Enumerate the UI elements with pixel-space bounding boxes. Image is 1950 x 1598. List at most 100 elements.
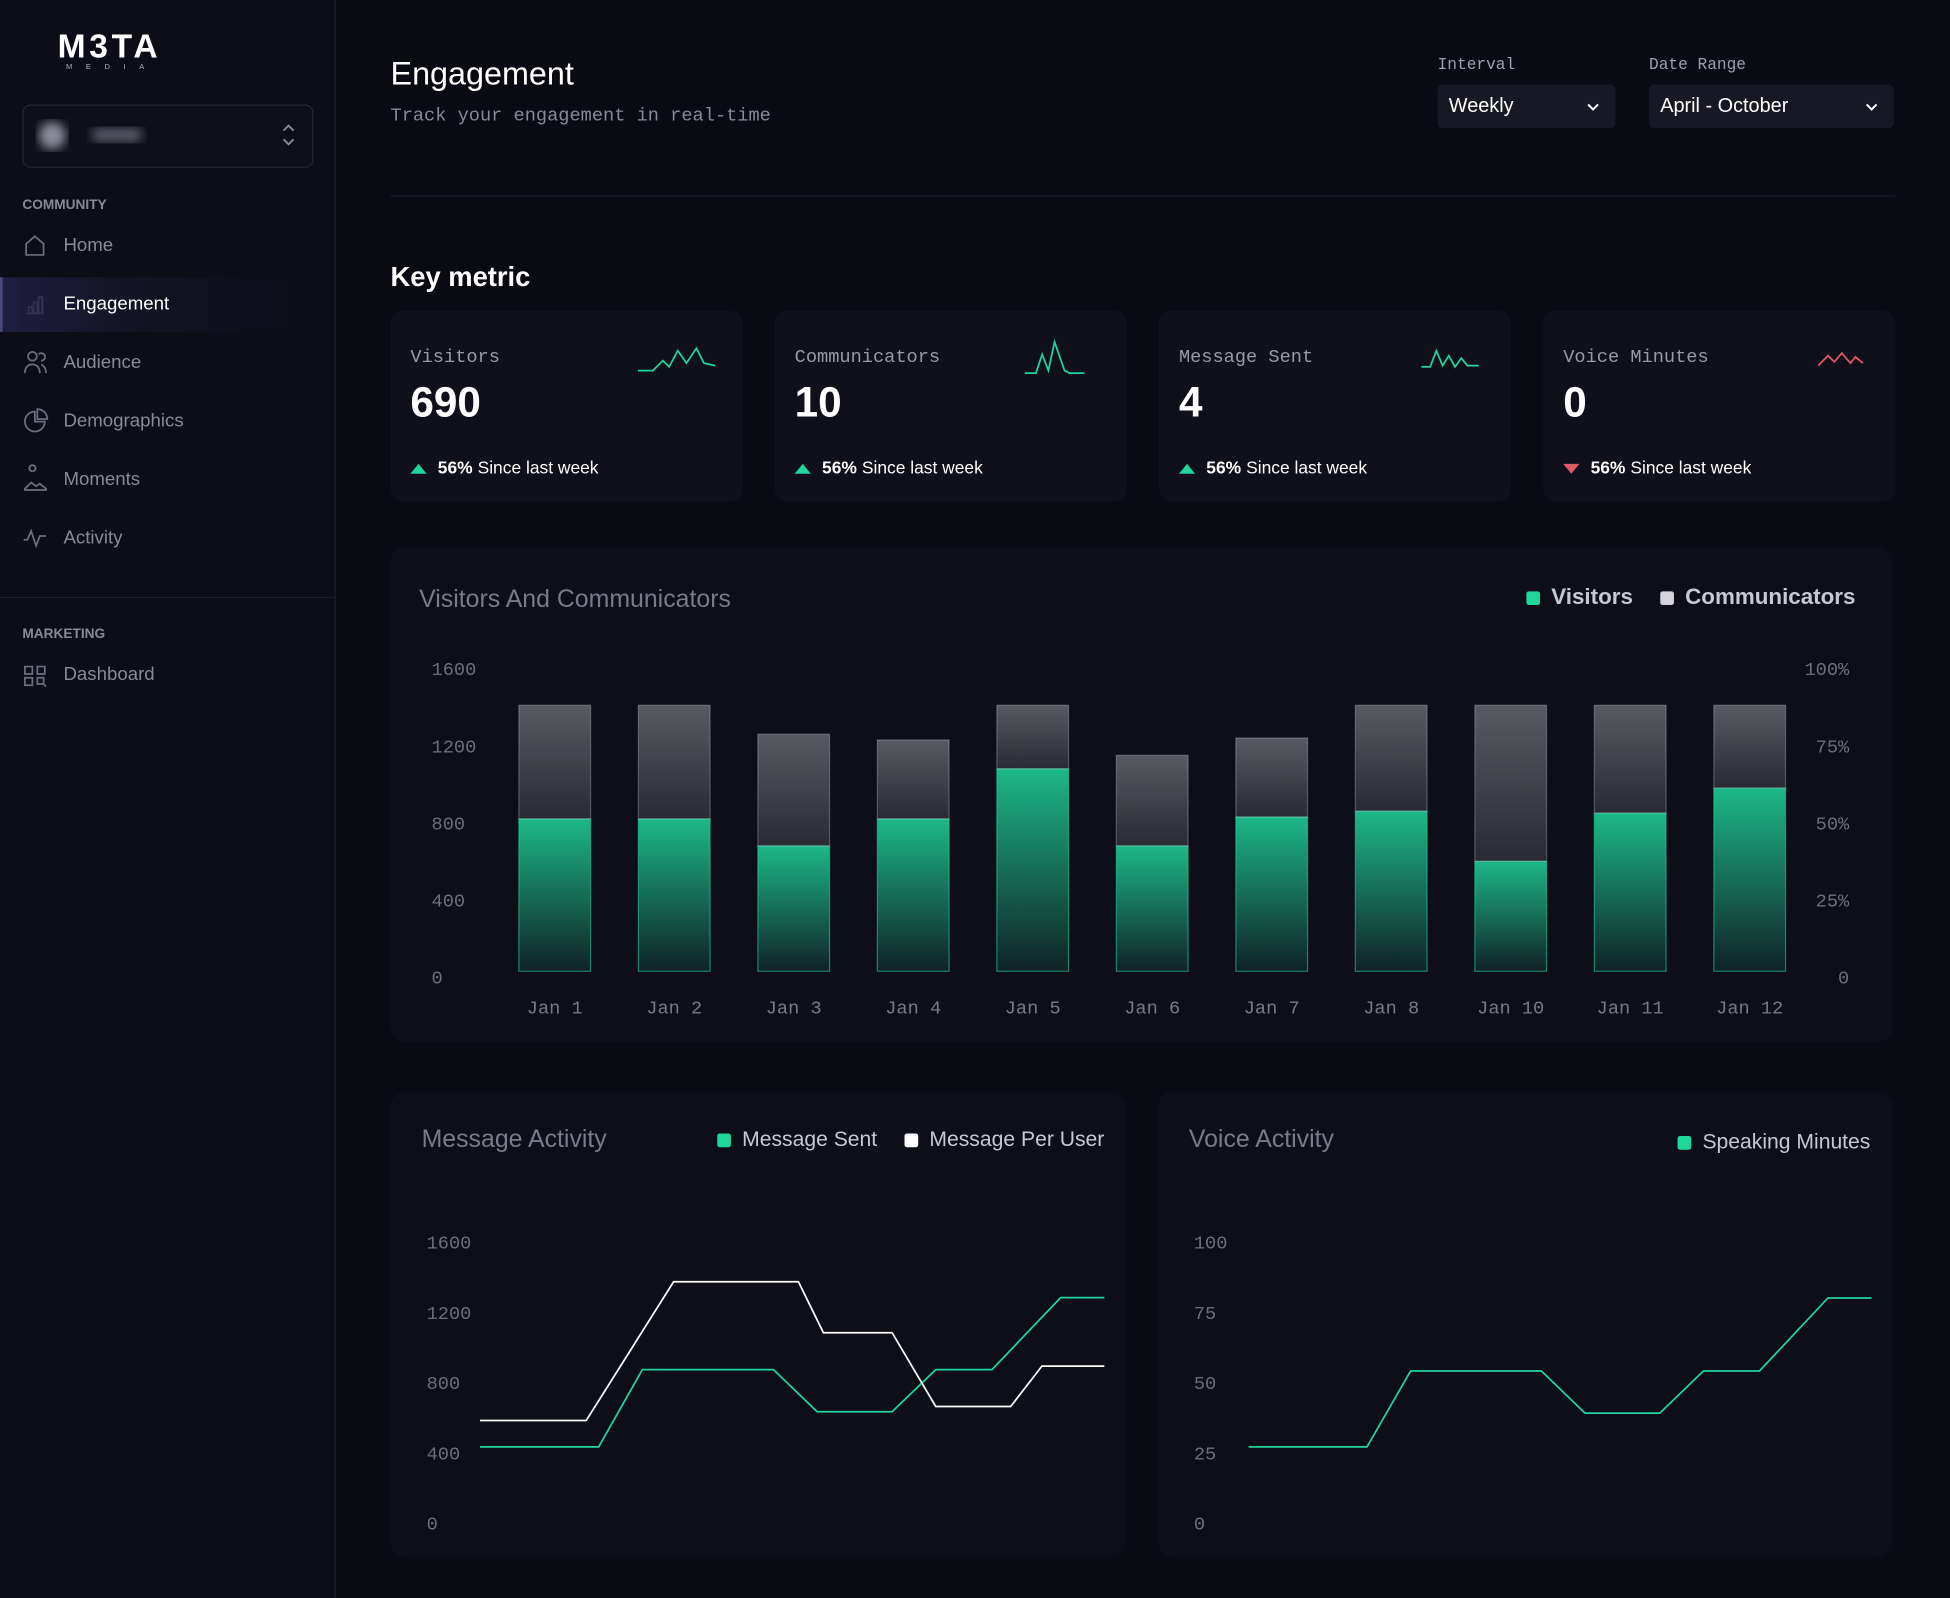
metric-card [390, 310, 743, 502]
sparkline [1817, 351, 1864, 367]
bar-segment [1354, 704, 1428, 812]
nav-section-title: MARKETING [22, 626, 105, 641]
x-tick-label: Jan 3 [766, 997, 822, 1019]
bar-segment [1713, 704, 1787, 789]
metric-change: 56% [822, 457, 857, 477]
metric-card [1543, 310, 1896, 502]
chart-panel [390, 1091, 1126, 1557]
line-series [480, 1296, 1105, 1448]
x-tick-label: Jan 2 [646, 997, 702, 1019]
metric-label: Visitors [410, 346, 500, 368]
bar-segment [1593, 704, 1667, 814]
metric-change: 56% [438, 457, 473, 477]
sparklines [637, 338, 1864, 374]
y-tick-label: 50 [1194, 1373, 1216, 1395]
nav-item[interactable]: Home [63, 234, 113, 255]
y2-tick-label: 75% [1816, 736, 1850, 758]
chart-title: Voice Activity [1189, 1125, 1335, 1153]
y-tick-label: 100 [1194, 1233, 1228, 1255]
legend-swatch [717, 1133, 731, 1148]
sidebar [0, 0, 335, 1598]
metric-card [774, 310, 1127, 502]
x-tick-label: Jan 1 [527, 997, 583, 1019]
filters: Interval Weekly Date Range April - October [1437, 56, 1895, 129]
nav-item[interactable]: Moments [63, 468, 140, 489]
icon-audience [24, 351, 47, 374]
y-tick-label: 1600 [432, 659, 477, 681]
bar-segment [1115, 754, 1189, 847]
chart: Visitors And Communicators Communicators V… [419, 584, 1855, 1019]
trend-indicator [794, 463, 811, 474]
bar-segment [996, 704, 1070, 770]
metric-value: 0 [1563, 379, 1587, 426]
legend-swatch [1677, 1136, 1692, 1150]
workspace-selector[interactable] [22, 104, 314, 168]
nav-item[interactable]: Engagement [63, 293, 170, 314]
legend-label: Message Per User [929, 1128, 1104, 1151]
bar-segment [637, 818, 711, 972]
metric-value: 690 [410, 379, 481, 426]
nav-active-highlight [0, 277, 335, 333]
page-subtitle: Track your engagement in real-time [391, 105, 771, 127]
y-tick-label: 0 [427, 1514, 438, 1536]
chart: Message Activity Message Per User Message … [422, 1125, 1105, 1536]
filter-chevron [1865, 103, 1878, 111]
nav-item[interactable]: Audience [63, 351, 141, 372]
bar-segment [1593, 812, 1667, 972]
metric-label: Message Sent [1179, 346, 1313, 368]
nav-active-indicator [0, 277, 3, 333]
nav-section-title: COMMUNITY [22, 197, 106, 212]
y2-tick-label: 0 [1838, 968, 1849, 990]
workspace-name [92, 128, 142, 142]
icon-dashboard [24, 665, 47, 688]
x-tick-label: Jan 12 [1716, 997, 1783, 1019]
x-tick-label: Jan 11 [1597, 997, 1664, 1019]
nav-icons [23, 235, 49, 688]
y-tick-label: 400 [432, 891, 466, 913]
bar-segment [1115, 845, 1189, 972]
nav-item[interactable]: Dashboard [63, 663, 154, 684]
bar-segment [637, 704, 711, 820]
chart: Voice Activity Speaking Minutes 0 25 50 75 100 [1189, 1125, 1872, 1536]
bar-segment [1474, 860, 1548, 972]
nav-item[interactable]: Activity [63, 526, 123, 547]
filter-label: Date Range [1649, 56, 1746, 74]
filter-value: Weekly [1449, 95, 1514, 117]
sparkline [1024, 338, 1085, 374]
y2-tick-label: 50% [1816, 813, 1850, 835]
nav-item[interactable]: Demographics [63, 409, 183, 430]
trend-indicator [1563, 463, 1580, 474]
metric-value: 4 [1179, 379, 1203, 426]
bar-segment [876, 818, 950, 972]
x-tick-label: Jan 5 [1005, 997, 1061, 1019]
filter-select[interactable] [1437, 84, 1616, 129]
page-title: Engagement [391, 55, 574, 91]
filter-select[interactable] [1649, 84, 1895, 129]
icon-demographics [24, 408, 49, 433]
bar-segment [1235, 737, 1309, 818]
y2-tick-label: 25% [1816, 891, 1850, 913]
metric-change: 56% [1591, 457, 1626, 477]
legend-swatch [1660, 591, 1674, 606]
x-tick-label: Jan 7 [1244, 997, 1300, 1019]
x-tick-label: Jan 8 [1363, 997, 1419, 1019]
legend-label: Communicators [1685, 584, 1855, 609]
y-tick-label: 0 [432, 968, 443, 990]
trend-indicator [410, 463, 427, 474]
y-tick-label: 1200 [432, 736, 477, 758]
workspace-avatar [38, 121, 66, 150]
y-tick-label: 0 [1194, 1514, 1205, 1536]
trend-indicator [1178, 463, 1196, 474]
metric-card [1159, 310, 1511, 502]
y-tick-label: 1200 [427, 1303, 472, 1325]
navigation: COMMUNITY Home Engagement Audience Demograph… [0, 197, 335, 684]
filter-chevron [1587, 103, 1599, 111]
chart-title: Message Activity [422, 1125, 608, 1153]
legend-swatch [1526, 591, 1541, 606]
bar-segment [757, 733, 831, 847]
metric-change-text: Since last week [1246, 457, 1367, 477]
line-series [1248, 1297, 1872, 1448]
chart-title: Visitors And Communicators [419, 585, 731, 613]
